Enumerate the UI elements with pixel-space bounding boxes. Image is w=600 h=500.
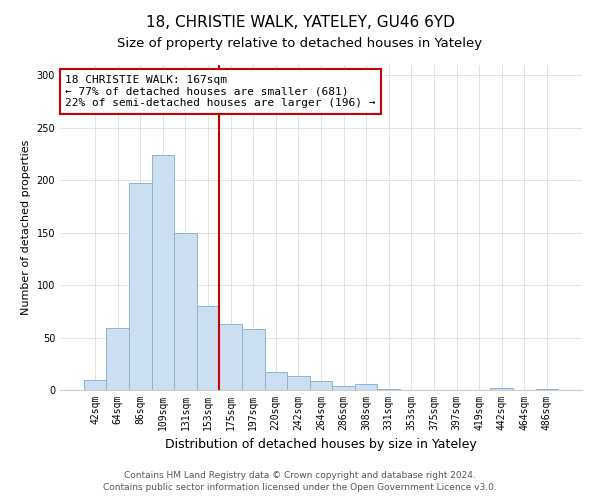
Bar <box>174 232 197 390</box>
Bar <box>84 380 106 390</box>
Y-axis label: Number of detached properties: Number of detached properties <box>21 140 31 315</box>
Text: 18 CHRISTIE WALK: 167sqm
← 77% of detached houses are smaller (681)
22% of semi-: 18 CHRISTIE WALK: 167sqm ← 77% of detach… <box>65 74 376 108</box>
Text: 18, CHRISTIE WALK, YATELEY, GU46 6YD: 18, CHRISTIE WALK, YATELEY, GU46 6YD <box>146 15 454 30</box>
Text: Contains HM Land Registry data © Crown copyright and database right 2024.
Contai: Contains HM Land Registry data © Crown c… <box>103 471 497 492</box>
Bar <box>332 386 355 390</box>
Bar <box>536 389 558 390</box>
Bar <box>197 306 220 390</box>
Bar <box>265 372 287 390</box>
Bar <box>355 384 377 390</box>
Bar <box>129 184 152 390</box>
Bar <box>287 376 310 390</box>
Bar <box>152 155 174 390</box>
Bar <box>106 328 129 390</box>
Bar <box>490 388 513 390</box>
X-axis label: Distribution of detached houses by size in Yateley: Distribution of detached houses by size … <box>165 438 477 452</box>
Bar <box>310 380 332 390</box>
Bar <box>220 324 242 390</box>
Bar <box>242 329 265 390</box>
Bar <box>377 389 400 390</box>
Text: Size of property relative to detached houses in Yateley: Size of property relative to detached ho… <box>118 38 482 51</box>
